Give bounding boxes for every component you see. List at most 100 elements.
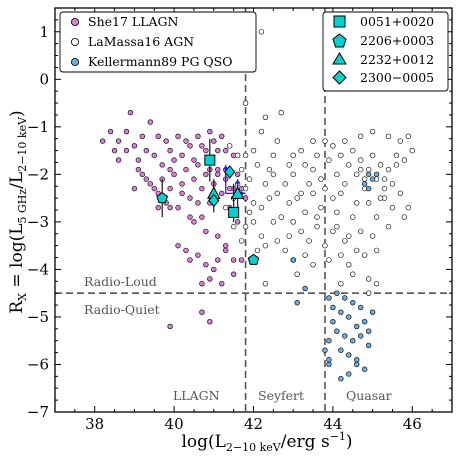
data-point-agn (290, 219, 296, 225)
data-point-pgqso (326, 338, 332, 344)
legend-label-pgqso: Kellermann89 PG QSO (88, 54, 232, 69)
data-point-llagn (179, 152, 185, 159)
data-point-pgqso (330, 304, 336, 311)
data-point-agn (350, 214, 356, 220)
data-point-agn (298, 190, 304, 197)
data-point-agn (354, 247, 360, 254)
data-point-agn (318, 204, 324, 211)
data-point-llagn (175, 133, 181, 140)
data-point-llagn (211, 138, 217, 144)
data-point-llagn (219, 280, 225, 287)
y-tick-label: −2 (27, 165, 49, 183)
x-axis-label-sub: 2−10 keV (226, 441, 282, 454)
data-point-llagn (195, 252, 201, 258)
data-point-agn (314, 152, 320, 159)
data-point-agn (258, 29, 265, 35)
region-label-quasar: Quasar (346, 388, 392, 403)
data-point-agn (393, 162, 400, 168)
data-point-llagn (139, 133, 146, 140)
y-axis-label-end: ) (7, 110, 27, 117)
data-point-agn (381, 176, 388, 182)
legend-left-frame (59, 11, 257, 73)
data-point-agn (302, 252, 308, 258)
data-point-llagn (167, 147, 173, 154)
x-axis-label-sup: −1 (330, 430, 346, 443)
legend-right-frame (322, 11, 449, 92)
data-point-agn (389, 181, 396, 187)
data-point-agn (278, 214, 284, 220)
legend-label-2232: 2232+0012 (360, 52, 434, 67)
data-point-agn (274, 138, 281, 144)
data-point-llagn (131, 143, 138, 149)
data-point-llagn (215, 171, 221, 178)
y-tick-label: −1 (27, 118, 49, 136)
data-point-agn (270, 171, 277, 178)
data-point-agn (397, 190, 404, 197)
data-point-agn (350, 271, 356, 277)
legend-label-2206: 2206+0003 (360, 33, 434, 48)
data-point-llagn (159, 162, 165, 168)
data-point-llagn (223, 247, 229, 254)
data-point-agn (282, 247, 288, 254)
target-marker-triangle (230, 186, 245, 199)
data-point-agn (377, 162, 384, 168)
data-point-agn (310, 138, 316, 144)
data-point-agn (357, 166, 364, 173)
data-point-agn (334, 223, 340, 230)
data-point-agn (302, 209, 308, 216)
data-point-agn (250, 219, 257, 225)
data-point-agn (242, 185, 249, 192)
data-point-agn (330, 228, 336, 235)
data-point-llagn (155, 204, 161, 211)
data-point-agn (338, 190, 344, 197)
data-point-agn (294, 195, 300, 201)
data-point-pgqso (338, 309, 344, 315)
target-marker-pentagon (247, 253, 260, 265)
data-point-llagn (230, 257, 237, 263)
data-point-agn (238, 166, 245, 173)
data-point-agn (342, 238, 348, 244)
data-point-agn (369, 128, 376, 135)
data-point-llagn (147, 181, 153, 187)
data-point-agn (365, 290, 372, 296)
data-point-agn (262, 114, 269, 121)
data-point-pgqso (294, 299, 300, 306)
y-axis-label-mid2: /L (7, 172, 27, 189)
data-point-agn (373, 280, 380, 287)
y-tick-label: 0 (39, 70, 49, 88)
data-point-llagn (234, 219, 241, 225)
data-point-agn (405, 133, 412, 140)
legend-marker-pgqso (71, 58, 80, 67)
legend-marker-agn (71, 38, 80, 47)
data-point-agn (254, 162, 261, 168)
data-point-agn (250, 147, 257, 154)
data-point-pgqso (338, 376, 344, 382)
data-point-agn (226, 143, 233, 149)
y-tick-label: −6 (27, 355, 49, 373)
x-axis-label-main: log(L (181, 432, 225, 452)
x-axis-label: log(L2−10 keV/erg s−1) (181, 430, 352, 454)
data-point-agn (298, 228, 304, 235)
target-marker-square (228, 206, 240, 218)
data-point-agn (330, 195, 336, 201)
y-axis-label-main: R (7, 300, 27, 314)
y-axis-label-sub2: 5 GHz (16, 189, 29, 224)
data-point-agn (369, 233, 376, 239)
data-point-llagn (195, 133, 201, 140)
data-point-agn (365, 276, 372, 282)
data-point-llagn (207, 128, 213, 135)
data-point-agn (310, 190, 316, 197)
data-point-llagn (115, 138, 122, 144)
data-point-agn (282, 181, 288, 187)
y-tick-label: 1 (39, 23, 49, 41)
data-point-llagn (199, 214, 205, 220)
data-point-agn (342, 138, 348, 144)
legend-label-0051: 0051+0020 (360, 14, 434, 29)
data-point-agn (298, 147, 304, 154)
data-point-pgqso (302, 285, 308, 292)
data-point-agn (310, 261, 316, 268)
data-point-llagn (195, 162, 201, 168)
series-lamassa16-agn (223, 29, 415, 296)
x-tick-label: 38 (85, 415, 104, 433)
data-point-agn (338, 280, 344, 287)
